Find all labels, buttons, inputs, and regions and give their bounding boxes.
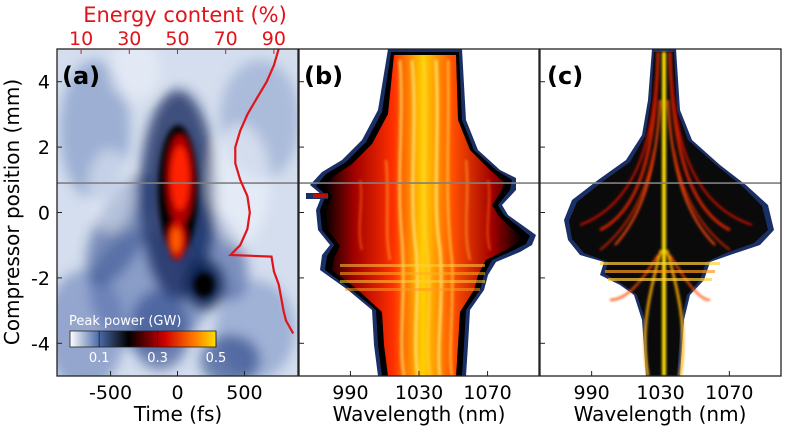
energy-tick-label: 50 (165, 28, 189, 50)
y-tick-label: 0 (38, 203, 50, 225)
x-tick-label: 1030 (636, 382, 684, 404)
energy-content-curve (227, 49, 295, 335)
panel-a-xlabel: Time (fs) (133, 402, 222, 426)
y-tick-label: 2 (38, 137, 50, 159)
panel-c-xlabel: Wavelength (nm) (574, 402, 747, 426)
panel-c-fringes (579, 51, 753, 376)
panel-b-label: (b) (304, 62, 343, 90)
x-tick-label: -500 (89, 382, 132, 404)
colorbar: Peak power (GW) 0.1 0.3 0.5 (69, 314, 226, 366)
energy-axis: 10 30 50 70 90 (69, 28, 286, 54)
y-axis-title: Compressor position (mm) (0, 79, 24, 345)
panel-a-label: (a) (62, 62, 100, 90)
x-tick-label: 1030 (395, 382, 443, 404)
panel-b-fringes (358, 59, 491, 376)
y-tick-label: 4 (38, 72, 50, 94)
energy-axis-title: Energy content (%) (83, 3, 287, 27)
x-tick-label: 0 (171, 382, 183, 404)
energy-tick-label: 70 (214, 28, 238, 50)
x-tick-label: 500 (226, 382, 262, 404)
panel-b-xlabel: Wavelength (nm) (333, 402, 506, 426)
y-tick-label: -2 (31, 268, 50, 290)
colorbar-ticks: 0.1 0.3 0.5 (89, 331, 226, 366)
energy-tick-label: 90 (262, 28, 286, 50)
colorbar-title: Peak power (GW) (69, 314, 181, 329)
y-axis: 4 2 0 -2 -4 (31, 72, 545, 355)
x-tick-label: 990 (332, 382, 368, 404)
panel-b-heatmap (299, 49, 539, 376)
colorbar-gradient (69, 330, 217, 348)
colorbar-tick-label: 0.1 (89, 351, 110, 366)
energy-tick-label: 30 (117, 28, 141, 50)
panel-c-heatmap (540, 49, 781, 376)
x-axes: -500 0 500 990 1030 1070 990 1030 1070 (89, 371, 754, 404)
colorbar-tick-label: 0.3 (147, 351, 168, 366)
colorbar-tick-label: 0.5 (206, 351, 227, 366)
x-tick-label: 1070 (463, 382, 511, 404)
panel-c-label: (c) (547, 62, 583, 90)
y-tick-label: -4 (31, 333, 50, 355)
panel-a-heatmap (57, 49, 298, 376)
x-tick-label: 990 (574, 382, 610, 404)
energy-tick-label: 10 (69, 28, 93, 50)
x-tick-label: 1070 (705, 382, 753, 404)
